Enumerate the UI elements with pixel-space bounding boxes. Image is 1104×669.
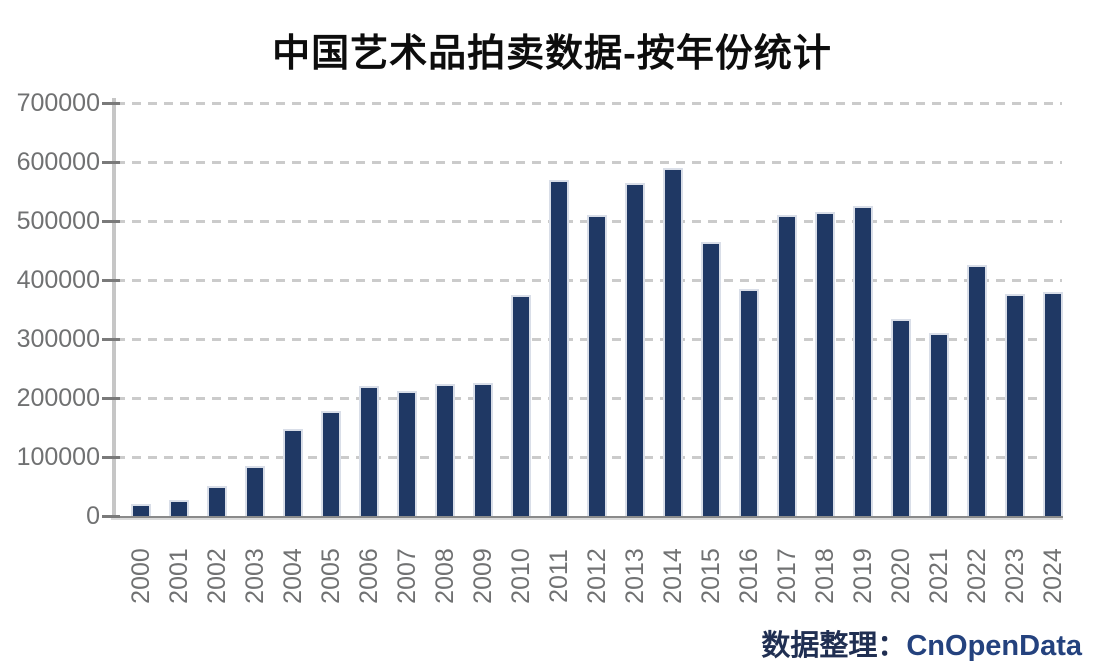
y-axis-tick — [102, 161, 120, 164]
bar-2011 — [549, 180, 569, 516]
y-axis-tick-label: 300000 — [16, 325, 100, 353]
source-prefix: 数据整理： — [761, 630, 907, 662]
bar-2003 — [245, 466, 265, 516]
x-axis-tick-label: 2010 — [507, 548, 535, 604]
gridline — [116, 102, 1062, 105]
bar-2019 — [853, 206, 873, 516]
y-axis-tick-label: 600000 — [16, 148, 100, 176]
x-axis-tick-label: 2008 — [431, 548, 459, 604]
y-axis-tick — [102, 456, 120, 459]
bar-2015 — [701, 242, 721, 516]
bar-2004 — [283, 429, 303, 516]
y-axis-tick-label: 100000 — [16, 443, 100, 471]
bar-2016 — [739, 289, 759, 516]
bar-2020 — [891, 319, 911, 516]
bar-2017 — [777, 215, 797, 516]
x-axis-tick-label: 2022 — [963, 548, 991, 604]
bar-2024 — [1043, 292, 1063, 516]
bar-2022 — [967, 265, 987, 516]
x-axis-tick-label: 2012 — [583, 548, 611, 604]
bar-2014 — [663, 168, 683, 516]
y-axis-tick-label: 0 — [86, 502, 100, 530]
x-axis-tick-label: 2023 — [1001, 548, 1029, 604]
bar-2002 — [207, 486, 227, 516]
y-axis-tick-label: 500000 — [16, 207, 100, 235]
y-axis-tick — [102, 102, 120, 105]
y-axis-tick — [102, 279, 120, 282]
x-axis-tick-label: 2011 — [545, 549, 573, 603]
x-axis-tick-label: 2005 — [317, 548, 345, 604]
bar-2006 — [359, 386, 379, 516]
x-axis-tick-label: 2007 — [393, 548, 421, 604]
bar-2001 — [169, 500, 189, 516]
bar-2018 — [815, 212, 835, 516]
y-axis: 0 100000 200000 300000 400000 500000 600000 700… — [0, 0, 100, 669]
y-axis-tick — [102, 220, 120, 223]
x-axis-tick-label: 2015 — [697, 548, 725, 604]
x-axis-tick-label: 2003 — [241, 548, 269, 604]
chart-title: 中国艺术品拍卖数据-按年份统计 — [272, 33, 832, 75]
x-axis-tick-label: 2013 — [621, 548, 649, 604]
bar-2009 — [473, 383, 493, 516]
y-axis-tick — [102, 515, 120, 518]
source-note: 数据整理：CnOpenData — [761, 622, 1082, 664]
gridline — [116, 161, 1062, 164]
bar-2005 — [321, 411, 341, 516]
x-axis-tick-label: 2021 — [925, 548, 953, 604]
bar-2000 — [131, 504, 151, 516]
x-axis-tick-label: 2017 — [773, 548, 801, 604]
bar-2021 — [929, 333, 949, 516]
x-axis-tick-label: 2004 — [279, 548, 307, 604]
y-axis-tick — [102, 338, 120, 341]
bar-2012 — [587, 215, 607, 516]
y-axis-tick-label: 200000 — [16, 384, 100, 412]
bar-2008 — [435, 384, 455, 516]
source-brand: CnOpenData — [906, 630, 1082, 662]
x-axis-tick-label: 2014 — [659, 548, 687, 604]
x-axis-tick-label: 2024 — [1039, 548, 1067, 604]
x-axis-tick-label: 2006 — [355, 548, 383, 604]
x-axis-tick-label: 2018 — [811, 548, 839, 604]
y-axis-tick-label: 400000 — [16, 266, 100, 294]
bar-2013 — [625, 183, 645, 516]
x-axis-tick-label: 2002 — [203, 548, 231, 604]
y-axis-tick — [102, 397, 120, 400]
bar-2023 — [1005, 294, 1025, 516]
x-axis-tick-label: 2009 — [469, 548, 497, 604]
y-axis-tick-label: 700000 — [16, 89, 100, 117]
x-axis-tick-label: 2019 — [849, 548, 877, 604]
y-axis-line — [112, 98, 116, 518]
bar-2007 — [397, 391, 417, 516]
x-axis-tick-label: 2016 — [735, 548, 763, 604]
plot-area — [102, 98, 1063, 518]
x-axis-tick-label: 2001 — [165, 548, 193, 604]
x-axis-tick-label: 2020 — [887, 548, 915, 604]
bar-2010 — [511, 295, 531, 516]
x-axis-line — [111, 516, 1063, 518]
x-axis-tick-label: 2000 — [127, 548, 155, 604]
